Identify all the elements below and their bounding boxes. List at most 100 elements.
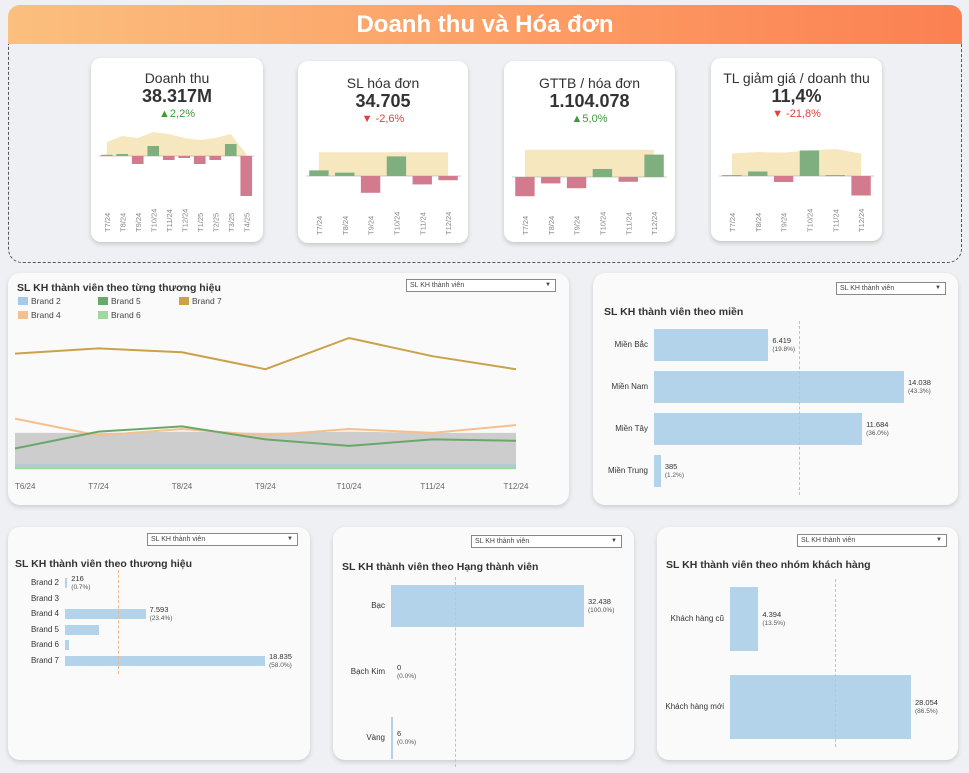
kpi-value: 1.104.078 [549, 91, 630, 111]
average-reference-line [834, 579, 836, 747]
legend-label: Brand 2 [31, 296, 61, 306]
dropdown-value: SL KH thành viên [151, 536, 206, 543]
bar [65, 609, 146, 619]
kpi-month-label: T9/24 [367, 216, 376, 235]
bar [65, 578, 68, 588]
bar-category-label: Brand 7 [30, 655, 59, 665]
kpi-baseline-band [106, 132, 247, 156]
kpi-month-label: T10/24 [149, 209, 158, 232]
bar [654, 371, 904, 403]
bar-percent: (23.4%) [149, 615, 173, 622]
brand-trend-panel: SL KH thành viên theo từng thương hiệu S… [8, 273, 569, 505]
legend-label: Brand 5 [111, 296, 141, 306]
kpi-month-label: T10/24 [805, 209, 814, 232]
kpi-value: 11,4% [771, 86, 822, 106]
kpi-container [8, 44, 962, 263]
kpi-variance-bar [309, 170, 329, 176]
bar-value: 32.438 [588, 597, 611, 606]
bar-value: 6.419 [772, 336, 792, 345]
kpi-month-label: T11/24 [165, 209, 174, 232]
kpi-variance-bar [360, 176, 381, 193]
bar-value-label: 28.054 (86.5%) [915, 698, 938, 716]
brand-trend-dropdown[interactable]: SL KH thành viên ▼ [406, 279, 556, 292]
kpi-variance-bar [162, 156, 175, 160]
bar-category-label: Brand 5 [30, 624, 59, 634]
kpi-month-label: T11/24 [831, 209, 840, 232]
kpi-variance-bar [438, 176, 458, 181]
tier-dropdown[interactable]: SL KH thành viên ▼ [471, 535, 622, 548]
bar [730, 675, 911, 739]
kpi-month-label: T2/25 [211, 213, 220, 232]
kpi-month-label: T12/24 [444, 212, 453, 235]
kpi-month-label: T11/24 [624, 212, 633, 235]
bar-percent: (1.2%) [664, 472, 684, 479]
legend-item-brand-7: Brand 7 [179, 296, 222, 306]
bar-value-label: 6 (0.0%) [397, 729, 416, 747]
bar-percent: (0.0%) [397, 673, 417, 680]
x-tick-label: T8/24 [172, 482, 193, 491]
bar-value: 7.593 [149, 605, 169, 614]
group-title: SL KH thành viên theo nhóm khách hàng [666, 559, 871, 571]
kpi-card-revenue[interactable]: Doanh thu 38.317M ▲2,2% T7/24 T8/24 T9/24 T10/… [91, 58, 263, 242]
kpi-variance-bar [566, 177, 587, 189]
bar-category-label: Khách hàng cũ [670, 614, 724, 623]
kpi-month-label: T7/24 [103, 213, 112, 232]
kpi-card-invoice-count[interactable]: SL hóa đơn 34.705 ▼ -2,6% T7/24 T8/24 T9/24 T1… [298, 61, 468, 243]
bar-percent: (0.0%) [397, 739, 417, 746]
region-title: SL KH thành viên theo miền [604, 306, 744, 318]
x-tick-label: T9/24 [255, 482, 276, 491]
series-line-brand-7 [14, 336, 517, 371]
kpi-month-label: T4/25 [242, 213, 251, 232]
legend-label: Brand 6 [111, 310, 141, 320]
bar-value: 4.394 [762, 610, 782, 619]
legend-label: Brand 4 [31, 310, 61, 320]
kpi-month-label: T9/24 [780, 213, 789, 232]
bar-percent: (13.5%) [762, 620, 786, 627]
kpi-month-label: T3/25 [227, 213, 236, 232]
kpi-card-avg-invoice[interactable]: GTTB / hóa đơn 1.104.078 ▲5,0% T7/24 T8/24 T9… [504, 61, 675, 242]
bar-value-label: 14.038 (43.3%) [908, 378, 931, 396]
series-line-brand-5 [14, 425, 517, 450]
kpi-title: Doanh thu [144, 70, 210, 86]
bar-value: 11.684 [866, 420, 889, 429]
bar-category-label: Brand 2 [30, 578, 59, 587]
bar-category-label: Brand 4 [30, 609, 59, 618]
bar [654, 329, 769, 361]
kpi-delta: ▼ -2,6% [361, 113, 405, 125]
bar [391, 717, 393, 759]
kpi-variance-bar [100, 154, 113, 156]
kpi-baseline-band [731, 149, 862, 176]
chevron-down-icon: ▼ [611, 538, 617, 544]
bar-category-label: Brand 3 [30, 593, 59, 603]
area-series [15, 431, 516, 468]
bar-value-label: 216 (0.7%) [71, 574, 90, 592]
kpi-month-label: T7/24 [315, 216, 324, 235]
kpi-delta: ▼ -21,8% [772, 108, 821, 120]
bar-value-label: 11.684 (36.0%) [866, 420, 889, 438]
kpi-variance-bar [748, 171, 768, 176]
bar-percent: (100.0%) [588, 607, 615, 614]
bar [730, 587, 759, 651]
kpi-title: GTTB / hóa đơn [538, 75, 640, 91]
group-dropdown[interactable]: SL KH thành viên ▼ [797, 534, 947, 547]
kpi-variance-bar [618, 177, 638, 182]
chevron-down-icon: ▼ [545, 282, 551, 288]
bar-percent: (58.0%) [269, 661, 292, 669]
bar-category-label: Brand 6 [30, 640, 59, 649]
bar-percent: (0.7%) [71, 584, 91, 591]
dropdown-value: SL KH thành viên [840, 285, 895, 292]
brand-bar-panel: SL KH thành viên ▼ SL KH thành viên theo … [8, 527, 310, 760]
kpi-variance-bar [799, 150, 820, 176]
kpi-month-label: T12/24 [180, 209, 189, 232]
region-dropdown[interactable]: SL KH thành viên ▼ [836, 282, 946, 295]
bar [391, 585, 584, 627]
kpi-month-label: T10/24 [392, 212, 401, 235]
kpi-card-discount-ratio[interactable]: TL giảm giá / doanh thu 11,4% ▼ -21,8% T7/2… [711, 58, 882, 241]
brand-bar-dropdown[interactable]: SL KH thành viên ▼ [147, 533, 298, 546]
chevron-down-icon: ▼ [935, 285, 941, 291]
dropdown-value: SL KH thành viên [801, 537, 856, 544]
kpi-value: 34.705 [355, 91, 411, 111]
brand-line-chart: T6/24 T7/24 T8/24 T9/24 T10/24 T11/24 T12/24 [14, 336, 529, 491]
chevron-down-icon: ▼ [936, 537, 942, 543]
legend-swatch [98, 297, 108, 305]
